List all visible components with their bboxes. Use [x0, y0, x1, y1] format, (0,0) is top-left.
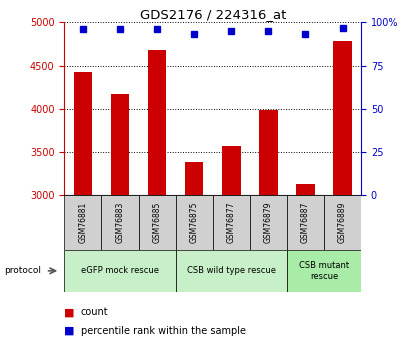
Text: GSM76883: GSM76883 — [115, 202, 124, 243]
Text: GSM76887: GSM76887 — [301, 202, 310, 243]
Bar — [287, 250, 361, 292]
Text: protocol: protocol — [4, 266, 41, 275]
Text: GSM76877: GSM76877 — [227, 202, 236, 243]
Text: GSM76875: GSM76875 — [190, 202, 199, 243]
Bar — [296, 184, 315, 195]
Bar — [287, 195, 324, 250]
Bar — [185, 162, 203, 195]
Bar — [176, 250, 287, 292]
Text: ■: ■ — [64, 326, 75, 335]
Bar — [213, 195, 250, 250]
Bar — [148, 50, 166, 195]
Text: CSB wild type rescue: CSB wild type rescue — [187, 266, 276, 275]
Text: GSM76879: GSM76879 — [264, 202, 273, 243]
Text: count: count — [81, 307, 109, 317]
Bar — [101, 195, 139, 250]
Bar — [73, 71, 92, 195]
Text: ■: ■ — [64, 307, 75, 317]
Bar — [64, 250, 176, 292]
Bar — [176, 195, 213, 250]
Bar — [111, 94, 129, 195]
Text: GSM76885: GSM76885 — [153, 202, 161, 243]
Bar — [64, 195, 101, 250]
Text: eGFP mock rescue: eGFP mock rescue — [81, 266, 159, 275]
Text: CSB mutant
rescue: CSB mutant rescue — [299, 261, 349, 280]
Text: GSM76881: GSM76881 — [78, 202, 88, 243]
Text: percentile rank within the sample: percentile rank within the sample — [81, 326, 246, 335]
Bar — [250, 195, 287, 250]
Bar — [324, 195, 361, 250]
Text: GSM76889: GSM76889 — [338, 202, 347, 243]
Bar — [259, 110, 278, 195]
Bar — [333, 40, 352, 195]
Title: GDS2176 / 224316_at: GDS2176 / 224316_at — [139, 8, 286, 21]
Bar — [222, 146, 241, 195]
Bar — [139, 195, 176, 250]
